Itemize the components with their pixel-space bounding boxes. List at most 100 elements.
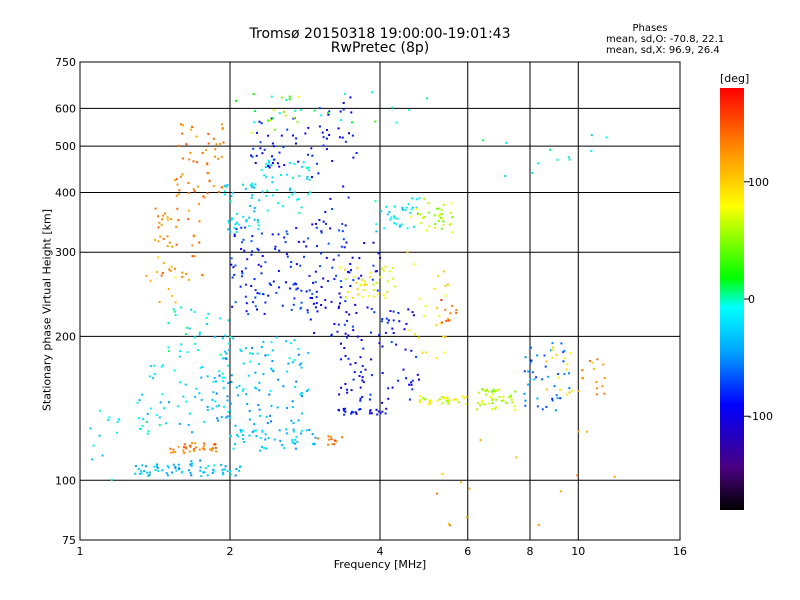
echo-point (300, 301, 303, 304)
echo-point (230, 402, 232, 405)
echo-point (199, 466, 202, 469)
echo-point (312, 281, 315, 284)
echo-point (286, 233, 289, 235)
echo-point (545, 360, 548, 363)
echo-point (433, 214, 436, 217)
echo-point (515, 456, 518, 459)
echo-point (223, 350, 226, 353)
echo-point (270, 367, 273, 370)
echo-point (436, 306, 438, 309)
echo-point (233, 233, 236, 236)
echo-point (158, 416, 161, 419)
echo-point (446, 317, 449, 320)
echo-point (443, 397, 446, 400)
echo-point (375, 270, 378, 273)
echo-point (268, 161, 271, 164)
echo-point (181, 275, 184, 278)
echo-point (270, 95, 273, 98)
echo-point (557, 376, 560, 379)
echo-point (235, 228, 238, 231)
echo-point (187, 209, 190, 212)
echo-point (307, 351, 310, 354)
echo-point (248, 434, 251, 437)
echo-point (465, 402, 468, 405)
echo-point (107, 418, 110, 421)
echo-point (308, 178, 311, 181)
echo-point (337, 254, 340, 257)
echo-point (299, 264, 302, 267)
echo-point (200, 376, 203, 379)
echo-point (212, 185, 215, 188)
echo-point (193, 190, 196, 193)
echo-point (295, 227, 298, 230)
echo-point (206, 163, 209, 166)
echo-point (410, 215, 413, 218)
echo-point (301, 395, 303, 398)
echo-point (159, 235, 162, 238)
echo-point (258, 199, 261, 202)
echo-point (327, 280, 329, 282)
echo-point (161, 271, 164, 274)
echo-point (211, 407, 214, 410)
echo-point (369, 410, 372, 413)
echo-point (338, 136, 341, 139)
echo-point (369, 393, 372, 396)
echo-point (215, 405, 218, 408)
echo-point (309, 318, 312, 321)
echo-point (445, 319, 448, 322)
echo-point (460, 481, 463, 484)
echo-point (340, 119, 343, 122)
echo-point (155, 414, 158, 416)
echo-point (439, 322, 442, 325)
echo-point (230, 195, 233, 198)
echo-point (268, 393, 271, 396)
echo-point (399, 224, 402, 227)
echo-point (271, 176, 274, 179)
echo-point (397, 379, 400, 382)
echo-point (329, 197, 332, 200)
echo-point (370, 358, 373, 361)
echo-point (314, 306, 317, 309)
echo-point (434, 226, 437, 229)
echo-point (361, 278, 363, 281)
echo-point (408, 211, 411, 214)
echo-point (307, 166, 310, 169)
echo-point (270, 420, 273, 423)
echo-point (292, 430, 295, 433)
y-tick-label: 400 (55, 186, 76, 199)
echo-point (188, 278, 190, 281)
echo-point (247, 374, 250, 377)
echo-point (166, 245, 169, 248)
echo-point (163, 407, 166, 410)
echo-point (372, 241, 375, 244)
echo-point (179, 350, 181, 353)
echo-point (590, 150, 593, 152)
echo-point (199, 469, 202, 472)
echo-point (444, 336, 447, 338)
echo-point (230, 381, 233, 384)
echo-point (492, 390, 495, 393)
echo-point (308, 169, 310, 172)
echo-point (167, 346, 170, 349)
echo-point (330, 300, 333, 303)
echo-point (261, 190, 264, 193)
echo-point (393, 285, 396, 288)
echo-point (544, 365, 547, 368)
echo-point (244, 347, 247, 350)
echo-point (477, 391, 480, 394)
colorbar-ticks: 100 0 -100 (744, 176, 773, 423)
echo-point (191, 462, 194, 465)
echo-point (172, 451, 175, 454)
echo-point (344, 407, 347, 410)
echo-point (239, 348, 242, 351)
echo-point (350, 269, 352, 272)
echo-point (221, 127, 224, 130)
echo-point (165, 472, 168, 475)
echo-point (218, 374, 221, 377)
echo-point (189, 151, 192, 154)
echo-point (554, 409, 557, 412)
echo-point (374, 120, 377, 123)
echo-point (243, 249, 246, 252)
echo-point (350, 412, 353, 415)
echo-point (290, 419, 293, 422)
